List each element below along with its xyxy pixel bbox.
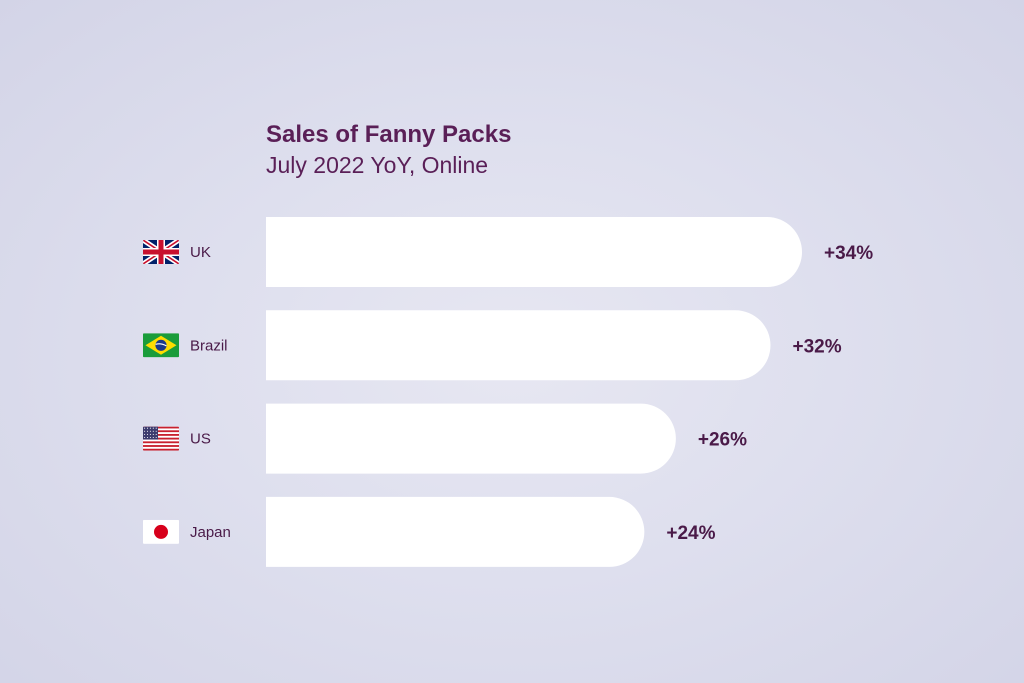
bar-rows: UK +34% Brazil +32% US +26% Japan +24% [143, 217, 873, 567]
bar-uk [266, 217, 802, 287]
category-label-us: US [190, 431, 211, 448]
category-label-brazil: Brazil [190, 337, 228, 354]
japan-flag-icon [143, 519, 179, 544]
value-label-japan: +24% [666, 523, 715, 544]
value-label-brazil: +32% [792, 336, 841, 357]
us-flag-icon [143, 426, 179, 451]
value-label-us: +26% [698, 430, 747, 451]
chart-subtitle: July 2022 YoY, Online [266, 152, 488, 178]
brazil-flag-icon [143, 333, 179, 358]
category-label-japan: Japan [190, 524, 231, 541]
bar-us [266, 403, 676, 474]
chart-title: Sales of Fanny Packs [266, 121, 511, 148]
value-label-uk: +34% [824, 243, 873, 264]
category-label-uk: UK [190, 244, 211, 261]
bar-brazil [266, 310, 771, 381]
bar-japan [266, 496, 645, 567]
uk-flag-icon [143, 240, 179, 264]
